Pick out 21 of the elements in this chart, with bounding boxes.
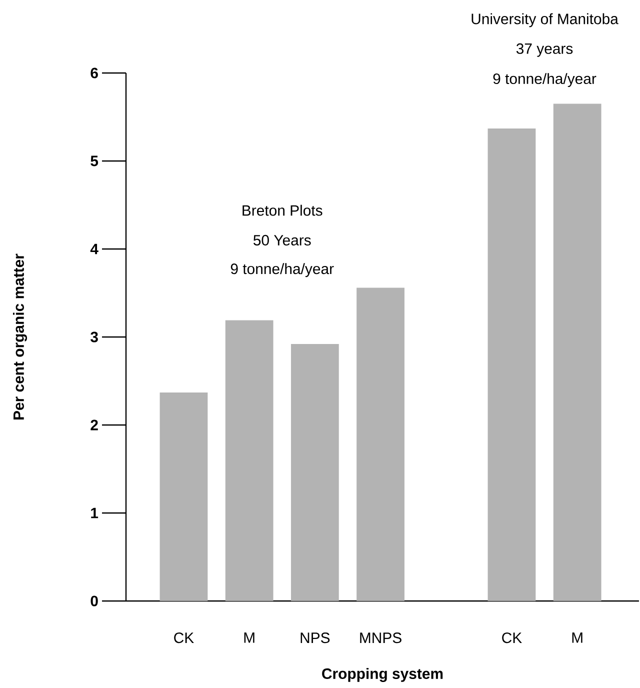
y-tick-label: 0 [90,596,98,606]
x-tick-label: M [572,632,583,643]
y-tick-label: 5 [90,156,98,166]
annotation: 50 Years [254,234,312,246]
text: 37 years [516,43,573,57]
x-tick-label: NPS [300,632,330,644]
annotation: 9 tonne/ha/year [231,263,334,278]
x-tick-label: M [244,632,255,643]
annotation: 9 tonne/ha/year [494,73,596,88]
y-tick-label: 6 [90,68,98,78]
y-axis-title: Per cent organic matter [13,254,28,420]
text: University of Manitoba [472,13,619,28]
x-tick-label: CK [502,632,522,644]
annotation: Breton Plots [242,204,322,216]
y-tick-label: 4 [90,244,99,254]
y-tick-label: 2 [90,420,98,430]
y-tick-label: 1 [91,508,98,518]
x-tick-label: MNPS [360,632,402,644]
y-tick-label: 3 [90,332,98,342]
x-tick-label: CK [174,632,194,644]
x-axis-title: Cropping system [322,668,443,682]
